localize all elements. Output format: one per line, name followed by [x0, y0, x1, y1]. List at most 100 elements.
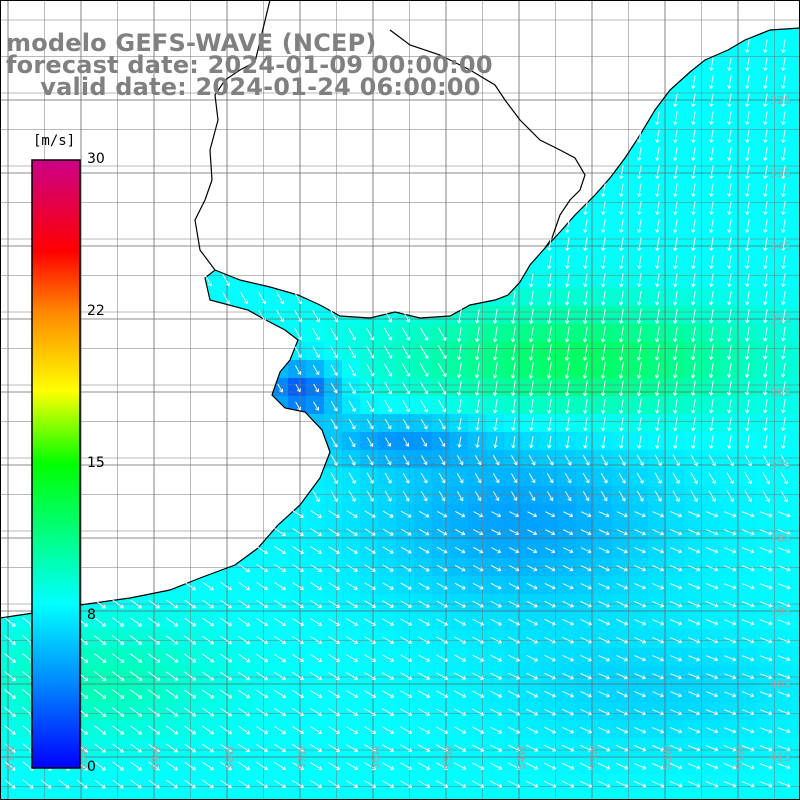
- wind-arrow: [652, 691, 664, 698]
- wind-cell: [198, 144, 217, 163]
- wind-arrow: [616, 709, 628, 716]
- wind-arrow: [439, 437, 446, 447]
- wind-cell: [720, 144, 739, 163]
- wind-arrow: [723, 547, 737, 554]
- wind-arrow: [673, 201, 678, 215]
- wind-arrow: [166, 743, 178, 753]
- wind-cell: [738, 144, 757, 163]
- wind-cell: [468, 306, 487, 325]
- wind-arrow: [562, 583, 574, 590]
- wind-arrow: [436, 510, 448, 518]
- wind-arrow: [742, 691, 755, 698]
- wind-cell: [216, 396, 235, 415]
- wind-cell: [666, 126, 685, 145]
- wind-arrow: [274, 744, 286, 753]
- wind-arrow: [382, 780, 395, 788]
- wind-arrow: [402, 490, 410, 502]
- wind-arrow: [709, 219, 714, 233]
- wind-arrow: [583, 255, 588, 269]
- wind-arrow: [762, 490, 770, 503]
- wind-cell: [306, 0, 325, 19]
- wind-arrow: [382, 654, 395, 662]
- wind-cell: [792, 306, 800, 325]
- wind-cell: [702, 288, 721, 307]
- wind-arrow: [346, 726, 359, 734]
- wind-arrow: [634, 637, 646, 644]
- wind-arrow: [634, 691, 646, 698]
- wind-arrow: [528, 308, 534, 324]
- wind-arrow: [313, 401, 320, 411]
- wind-arrow: [691, 237, 696, 251]
- wind-cell: [432, 180, 451, 199]
- wind-cell: [432, 270, 451, 289]
- wind-arrow: [93, 671, 107, 682]
- wind-arrow: [583, 435, 588, 449]
- wind-arrow: [418, 546, 430, 554]
- wind-cell: [396, 18, 415, 37]
- wind-arrow: [781, 201, 786, 215]
- wind-arrow: [672, 472, 680, 484]
- wind-cell: [126, 576, 145, 595]
- wind-arrow: [328, 672, 341, 680]
- wind-arrow: [310, 690, 323, 698]
- wind-cell: [306, 792, 325, 800]
- wind-cell: [198, 378, 217, 397]
- wind-arrow: [745, 308, 750, 324]
- wind-arrow: [420, 455, 428, 466]
- wind-arrow: [634, 547, 646, 554]
- wind-cell: [612, 0, 631, 19]
- wind-arrow: [618, 325, 624, 343]
- wind-cell: [198, 792, 217, 800]
- wind-cell: [342, 792, 361, 800]
- wind-arrow: [402, 418, 410, 430]
- wind-cell: [630, 144, 649, 163]
- wind-arrow: [691, 93, 696, 107]
- wind-arrow: [473, 547, 484, 554]
- wind-arrow: [220, 599, 232, 609]
- wind-arrow: [547, 435, 552, 449]
- wind-arrow: [564, 361, 570, 379]
- wind-cell: [288, 270, 307, 289]
- wind-cell: [738, 288, 757, 307]
- wind-cell: [522, 234, 541, 253]
- wind-arrow: [421, 437, 428, 447]
- wind-cell: [720, 108, 739, 127]
- wind-arrow: [727, 57, 732, 71]
- wind-arrow: [763, 165, 768, 179]
- wind-cell: [0, 324, 19, 343]
- wind-arrow: [637, 147, 642, 161]
- wind-cell: [522, 306, 541, 325]
- wind-cell: [666, 54, 685, 73]
- wind-cell: [198, 108, 217, 127]
- wind-cell: [288, 144, 307, 163]
- wind-arrow: [4, 725, 16, 735]
- wind-cell: [180, 0, 199, 19]
- wind-arrow: [777, 583, 791, 590]
- wind-arrow: [544, 708, 556, 716]
- wind-arrow: [562, 654, 574, 662]
- wind-arrow: [436, 654, 449, 662]
- wind-arrow: [456, 472, 464, 484]
- wind-arrow: [673, 165, 678, 179]
- wind-cell: [270, 270, 289, 289]
- wind-arrow: [330, 309, 338, 323]
- wind-arrow: [328, 582, 340, 590]
- wind-arrow: [418, 780, 431, 788]
- wind-arrow: [687, 583, 701, 590]
- wind-cell: [648, 432, 667, 451]
- wind-arrow: [436, 564, 448, 572]
- wind-arrow: [580, 601, 592, 608]
- wind-arrow: [709, 75, 714, 89]
- wind-cell: [468, 324, 487, 343]
- wind-arrow: [637, 129, 642, 143]
- wind-arrow: [616, 565, 628, 572]
- wind-cell: [0, 504, 19, 523]
- wind-cell: [666, 396, 685, 415]
- wind-cell: [432, 144, 451, 163]
- wind-arrow: [781, 183, 786, 197]
- wind-arrow: [364, 780, 377, 788]
- wind-arrow: [295, 401, 301, 411]
- wind-arrow: [526, 672, 538, 680]
- wind-cell: [180, 198, 199, 217]
- wind-cell: [162, 450, 181, 469]
